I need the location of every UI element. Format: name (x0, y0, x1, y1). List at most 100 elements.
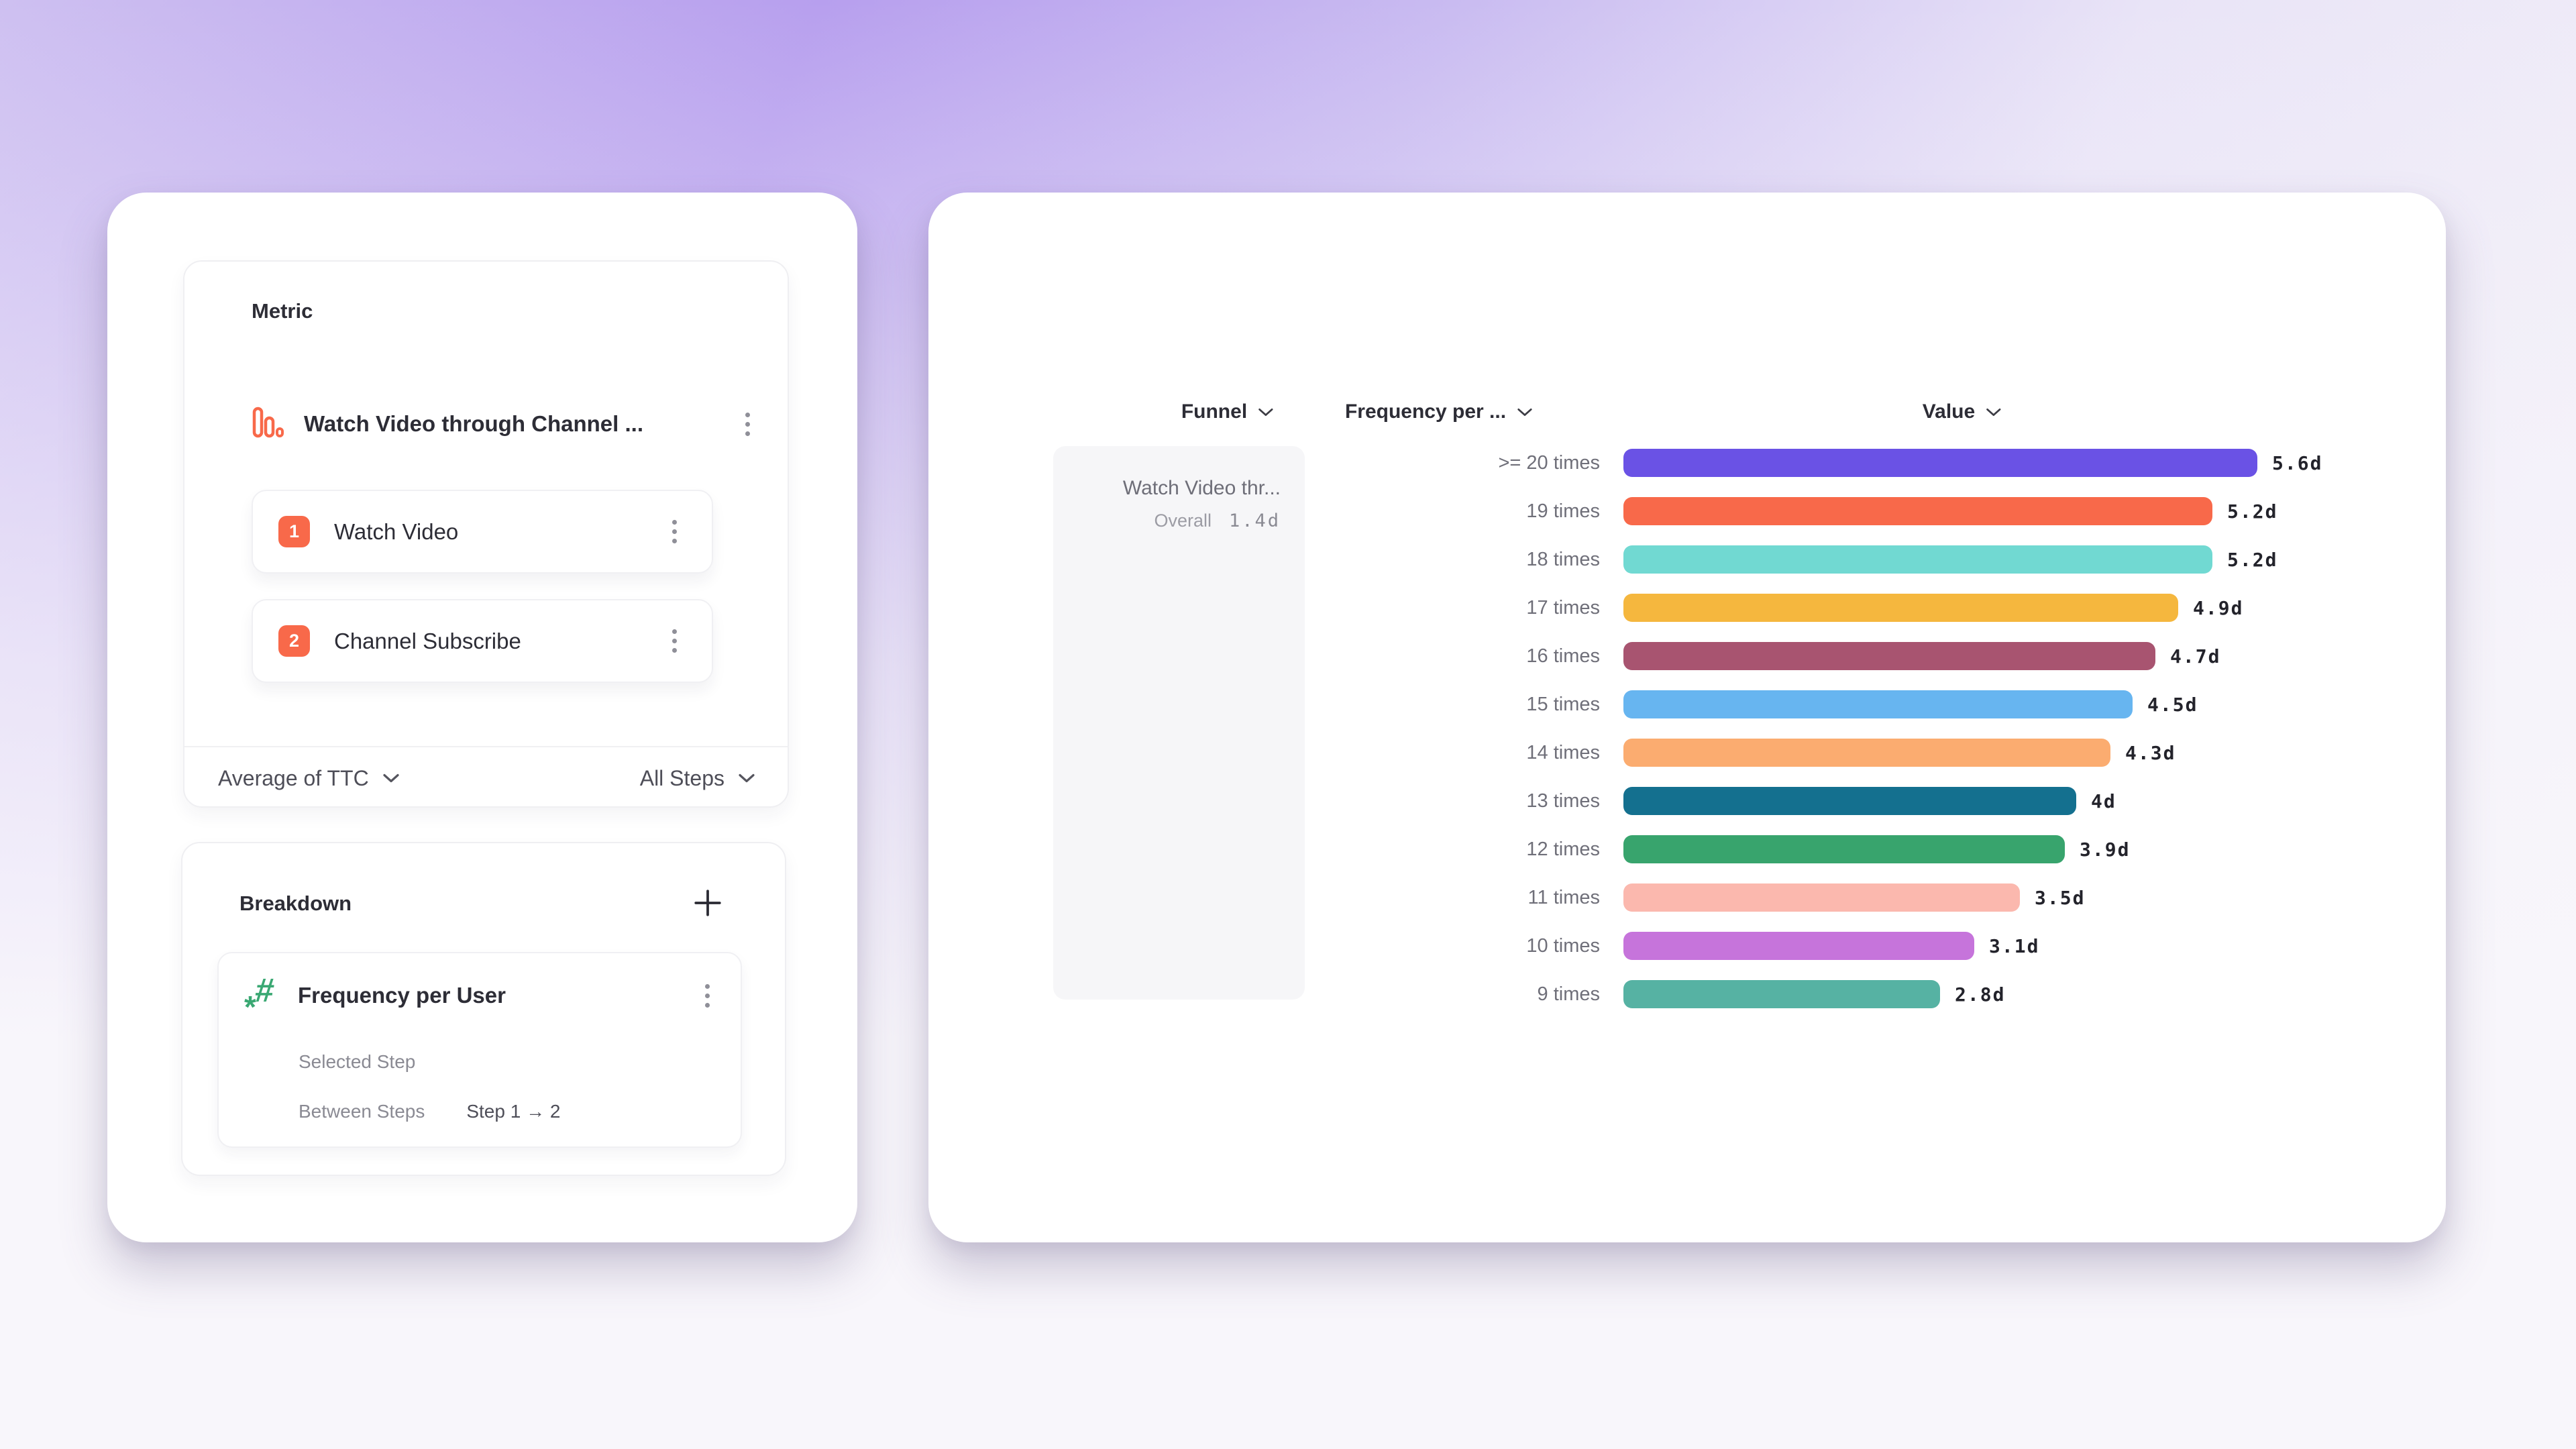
chevron-down-icon (739, 773, 755, 783)
bar[interactable] (1623, 980, 1940, 1008)
chart-row: 11 times 3.5d (1335, 873, 2422, 922)
breakdown-section-title: Breakdown (239, 892, 352, 915)
funnel-group-cell[interactable]: Watch Video thr... Overall 1.4d (1053, 446, 1305, 1000)
bar-category-label: 13 times (1526, 790, 1600, 812)
funnel-chart-icon (252, 407, 284, 442)
breakdown-card: Breakdown # * Frequency per User Selected… (181, 842, 786, 1176)
aggregation-dropdown-label: Average of TTC (218, 765, 369, 790)
metric-section-title: Metric (252, 299, 313, 323)
steps-filter-dropdown-label: All Steps (639, 765, 724, 790)
add-breakdown-button[interactable] (692, 888, 723, 922)
chart-row: 15 times 4.5d (1335, 680, 2422, 729)
bar-category-label: 12 times (1526, 838, 1600, 860)
bar-value-label: 3.5d (2035, 886, 2086, 909)
bar-value-label: 4.5d (2147, 693, 2198, 716)
bar-value-label: 4d (2091, 790, 2116, 812)
bar[interactable] (1623, 594, 2178, 622)
bar-category-label: 9 times (1537, 983, 1600, 1005)
metric-kebab-menu-icon[interactable] (740, 407, 755, 441)
bar-value-label: 5.2d (2227, 500, 2278, 523)
chart-row: 10 times 3.1d (1335, 922, 2422, 970)
bar[interactable] (1623, 449, 2257, 477)
step-number-badge: 1 (278, 516, 310, 547)
aggregation-dropdown[interactable]: Average of TTC (218, 766, 400, 791)
chevron-down-icon (1986, 408, 2001, 416)
bar-value-label: 3.9d (2080, 838, 2131, 861)
number-property-icon: # * (244, 971, 276, 1024)
bar-category-label: 17 times (1526, 596, 1600, 619)
chart-row: 13 times 4d (1335, 777, 2422, 825)
frequency-column-header[interactable]: Frequency per ... (1345, 400, 1533, 423)
aggregation-row: Average of TTC All Steps (218, 747, 755, 809)
funnel-column-label: Funnel (1181, 400, 1248, 423)
funnel-step-1[interactable]: 1 Watch Video (252, 490, 713, 574)
bar-value-label: 5.6d (2272, 451, 2323, 474)
divider (184, 746, 788, 747)
breakdown-property-name: Frequency per User (298, 983, 506, 1008)
bar-category-label: 10 times (1526, 934, 1600, 957)
bar[interactable] (1623, 690, 2133, 718)
overall-value: 1.4d (1228, 511, 1281, 531)
value-column-label: Value (1922, 400, 1976, 423)
bar-category-label: 11 times (1527, 886, 1600, 908)
funnel-step-2[interactable]: 2 Channel Subscribe (252, 599, 713, 683)
steps-filter-dropdown[interactable]: All Steps (640, 766, 755, 791)
chevron-down-icon (1517, 408, 1532, 416)
bar-value-label: 3.1d (1989, 934, 2040, 957)
chart-row: 16 times 4.7d (1335, 632, 2422, 680)
funnel-group-name: Watch Video thr... (1122, 477, 1281, 499)
bar-value-label: 4.3d (2125, 741, 2176, 764)
frequency-column-label: Frequency per ... (1344, 400, 1507, 423)
bar-category-label: 19 times (1526, 500, 1600, 522)
bar[interactable] (1623, 932, 1974, 960)
bar-chart: >= 20 times 5.6d 19 times 5.2d 18 times 5.2d 1… (1335, 439, 2422, 1018)
step-kebab-menu-icon[interactable] (667, 624, 682, 658)
chart-row: 18 times 5.2d (1335, 535, 2422, 584)
bar[interactable] (1623, 787, 2076, 815)
step-number-badge: 2 (278, 625, 310, 657)
bar-value-label: 5.2d (2227, 548, 2278, 571)
chevron-down-icon (383, 773, 399, 783)
selected-step-label: Selected Step (299, 1051, 416, 1072)
between-steps-row: Between Steps Step 1 → 2 (299, 1101, 560, 1122)
funnel-overall-row: Overall 1.4d (1053, 511, 1281, 531)
chart-row: 12 times 3.9d (1335, 825, 2422, 873)
value-column-header[interactable]: Value (1923, 400, 2002, 423)
overall-label: Overall (1154, 511, 1212, 531)
bar-category-label: >= 20 times (1498, 451, 1600, 474)
between-steps-label: Between Steps (299, 1101, 425, 1122)
chevron-down-icon (1258, 408, 1273, 416)
step-label: Watch Video (334, 519, 459, 544)
chart-row: >= 20 times 5.6d (1335, 439, 2422, 487)
bar[interactable] (1623, 883, 2020, 912)
funnel-column-header[interactable]: Funnel (1181, 400, 1274, 423)
bar[interactable] (1623, 642, 2155, 670)
bar-value-label: 4.9d (2193, 596, 2244, 619)
bar[interactable] (1623, 545, 2212, 574)
bar[interactable] (1623, 835, 2065, 863)
metric-row[interactable]: Watch Video through Channel ... (184, 387, 788, 461)
bar-category-label: 14 times (1526, 741, 1600, 763)
between-steps-value: Step 1 → 2 (466, 1101, 561, 1122)
results-panel: Funnel Frequency per ... Value Watch Vid… (928, 193, 2446, 1242)
bar-category-label: 15 times (1526, 693, 1600, 715)
step-kebab-menu-icon[interactable] (667, 515, 682, 549)
bar[interactable] (1623, 497, 2212, 525)
bar-category-label: 16 times (1526, 645, 1600, 667)
chart-row: 19 times 5.2d (1335, 487, 2422, 535)
plus-icon (694, 890, 721, 916)
bar-category-label: 18 times (1526, 548, 1600, 570)
chart-row: 14 times 4.3d (1335, 729, 2422, 777)
metric-card: Metric Watch Video through Channel ... 1… (183, 260, 789, 808)
breakdown-kebab-menu-icon[interactable] (700, 979, 715, 1013)
metric-name: Watch Video through Channel ... (304, 411, 644, 436)
bar-value-label: 4.7d (2170, 645, 2221, 667)
bar[interactable] (1623, 739, 2110, 767)
step-label: Channel Subscribe (334, 628, 521, 653)
query-builder-panel: Metric Watch Video through Channel ... 1… (107, 193, 857, 1242)
breakdown-property-item[interactable]: # * Frequency per User Selected Step Betw… (217, 952, 742, 1148)
breakdown-property-row: # * Frequency per User (244, 971, 715, 1024)
chart-row: 9 times 2.8d (1335, 970, 2422, 1018)
bar-value-label: 2.8d (1955, 983, 2006, 1006)
chart-row: 17 times 4.9d (1335, 584, 2422, 632)
